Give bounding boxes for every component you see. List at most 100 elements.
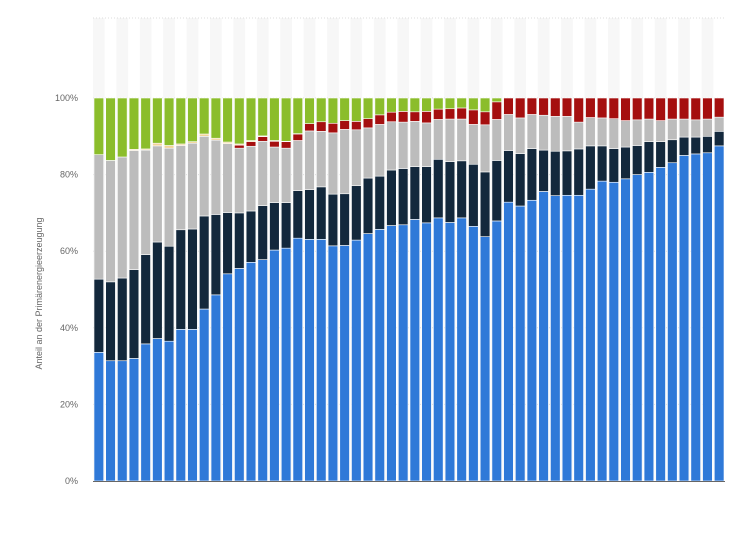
bar-segment-s0-23[interactable] — [362, 233, 374, 482]
bar-segment-s0-47[interactable] — [643, 172, 655, 482]
bar-segment-s2-20[interactable] — [327, 132, 339, 195]
bar-segment-s1-4[interactable] — [140, 254, 151, 345]
bar-segment-s0-45[interactable] — [620, 178, 631, 482]
bar-segment-s3-53[interactable] — [713, 97, 725, 118]
bar-segment-s1-49[interactable] — [667, 139, 678, 164]
bar-segment-s5-29[interactable] — [433, 97, 444, 110]
bar-segment-s0-13[interactable] — [245, 262, 257, 482]
bar-segment-s4-5[interactable] — [152, 142, 163, 147]
bar-segment-s1-27[interactable] — [409, 166, 421, 220]
bar-segment-s1-45[interactable] — [620, 146, 631, 180]
bar-segment-s3-48[interactable] — [655, 97, 666, 121]
bar-segment-s2-38[interactable] — [538, 114, 549, 151]
bar-segment-s2-44[interactable] — [608, 118, 619, 149]
bar-segment-s3-17[interactable] — [292, 133, 303, 141]
bar-segment-s1-44[interactable] — [608, 148, 619, 183]
bar-segment-s3-12[interactable] — [234, 144, 245, 149]
bar-segment-s1-0[interactable] — [93, 278, 105, 353]
bar-segment-s1-48[interactable] — [655, 141, 666, 168]
bar-segment-s1-23[interactable] — [362, 177, 374, 234]
bar-segment-s3-35[interactable] — [503, 97, 514, 115]
bar-segment-s2-25[interactable] — [386, 121, 397, 171]
bar-segment-s0-40[interactable] — [561, 194, 573, 482]
bar-segment-s1-26[interactable] — [397, 168, 409, 226]
bar-segment-s3-33[interactable] — [479, 111, 491, 126]
bar-segment-s1-35[interactable] — [503, 150, 514, 203]
bar-segment-s0-50[interactable] — [678, 155, 690, 482]
bar-segment-s2-53[interactable] — [713, 116, 725, 132]
bar-segment-s0-10[interactable] — [210, 294, 222, 482]
bar-segment-s1-47[interactable] — [643, 141, 655, 173]
bar-segment-s2-17[interactable] — [292, 140, 303, 191]
bar-segment-s0-17[interactable] — [292, 237, 303, 482]
bar-segment-s0-4[interactable] — [140, 343, 151, 482]
bar-segment-s1-38[interactable] — [538, 149, 549, 192]
bar-segment-s1-15[interactable] — [269, 202, 280, 251]
bar-segment-s2-47[interactable] — [643, 118, 655, 142]
bar-segment-s3-45[interactable] — [620, 97, 631, 121]
bar-segment-s2-10[interactable] — [210, 139, 222, 215]
bar-segment-s3-27[interactable] — [409, 111, 421, 122]
bar-segment-s5-21[interactable] — [339, 97, 350, 121]
bar-segment-s0-21[interactable] — [339, 245, 350, 482]
bar-segment-s2-50[interactable] — [678, 118, 690, 138]
bar-segment-s2-9[interactable] — [199, 136, 210, 217]
bar-segment-s2-42[interactable] — [585, 117, 596, 147]
bar-segment-s1-34[interactable] — [491, 160, 502, 222]
bar-segment-s0-20[interactable] — [327, 245, 339, 482]
bar-segment-s3-23[interactable] — [362, 118, 374, 129]
bar-segment-s2-4[interactable] — [140, 149, 151, 255]
bar-segment-s2-23[interactable] — [362, 127, 374, 179]
bar-segment-s2-18[interactable] — [304, 130, 315, 190]
bar-segment-s0-9[interactable] — [199, 308, 210, 482]
bar-segment-s1-53[interactable] — [713, 131, 725, 147]
bar-segment-s1-50[interactable] — [678, 136, 690, 156]
bar-segment-s2-48[interactable] — [655, 120, 666, 142]
bar-segment-s1-21[interactable] — [339, 193, 350, 246]
bar-segment-s3-22[interactable] — [351, 121, 362, 131]
bar-segment-s0-35[interactable] — [503, 201, 514, 482]
bar-segment-s2-39[interactable] — [550, 116, 561, 152]
bar-segment-s0-22[interactable] — [351, 239, 362, 482]
bar-segment-s3-21[interactable] — [339, 120, 350, 130]
bar-segment-s2-33[interactable] — [479, 124, 491, 173]
bar-segment-s0-36[interactable] — [515, 205, 526, 482]
bar-segment-s0-30[interactable] — [444, 222, 456, 482]
bar-segment-s5-13[interactable] — [245, 97, 257, 141]
bar-segment-s1-18[interactable] — [304, 189, 315, 240]
bar-segment-s0-49[interactable] — [667, 162, 678, 482]
bar-segment-s3-20[interactable] — [327, 122, 339, 134]
bar-segment-s0-48[interactable] — [655, 167, 666, 482]
bar-segment-s0-24[interactable] — [374, 229, 385, 482]
bar-segment-s3-15[interactable] — [269, 140, 280, 148]
bar-segment-s5-32[interactable] — [468, 97, 479, 111]
bar-segment-s1-20[interactable] — [327, 193, 339, 247]
bar-segment-s5-5[interactable] — [152, 97, 163, 144]
bar-segment-s2-46[interactable] — [632, 119, 643, 146]
bar-segment-s3-50[interactable] — [678, 97, 690, 120]
bar-segment-s5-33[interactable] — [479, 97, 491, 113]
bar-segment-s1-13[interactable] — [245, 210, 257, 263]
bar-segment-s3-42[interactable] — [585, 97, 596, 118]
bar-segment-s3-51[interactable] — [690, 97, 701, 121]
bar-segment-s2-15[interactable] — [269, 146, 280, 203]
bar-segment-s2-31[interactable] — [456, 118, 467, 162]
bar-segment-s2-14[interactable] — [257, 140, 268, 206]
bar-segment-s0-39[interactable] — [550, 195, 561, 482]
bar-segment-s1-19[interactable] — [316, 186, 327, 240]
bar-segment-s1-32[interactable] — [468, 163, 479, 227]
bar-segment-s0-26[interactable] — [397, 224, 409, 482]
bar-segment-s3-24[interactable] — [374, 114, 385, 125]
bar-segment-s0-8[interactable] — [187, 329, 198, 482]
bar-segment-s5-2[interactable] — [117, 97, 128, 158]
bar-segment-s2-34[interactable] — [491, 119, 502, 161]
bar-segment-s2-29[interactable] — [433, 119, 444, 160]
bar-segment-s2-16[interactable] — [280, 147, 292, 203]
bar-segment-s1-31[interactable] — [456, 160, 467, 219]
bar-segment-s5-19[interactable] — [316, 97, 327, 123]
bar-segment-s2-27[interactable] — [409, 121, 421, 167]
bar-segment-s0-3[interactable] — [128, 358, 140, 482]
bar-segment-s2-7[interactable] — [175, 145, 186, 231]
bar-segment-s2-8[interactable] — [187, 142, 198, 230]
bar-segment-s4-6[interactable] — [163, 145, 175, 149]
